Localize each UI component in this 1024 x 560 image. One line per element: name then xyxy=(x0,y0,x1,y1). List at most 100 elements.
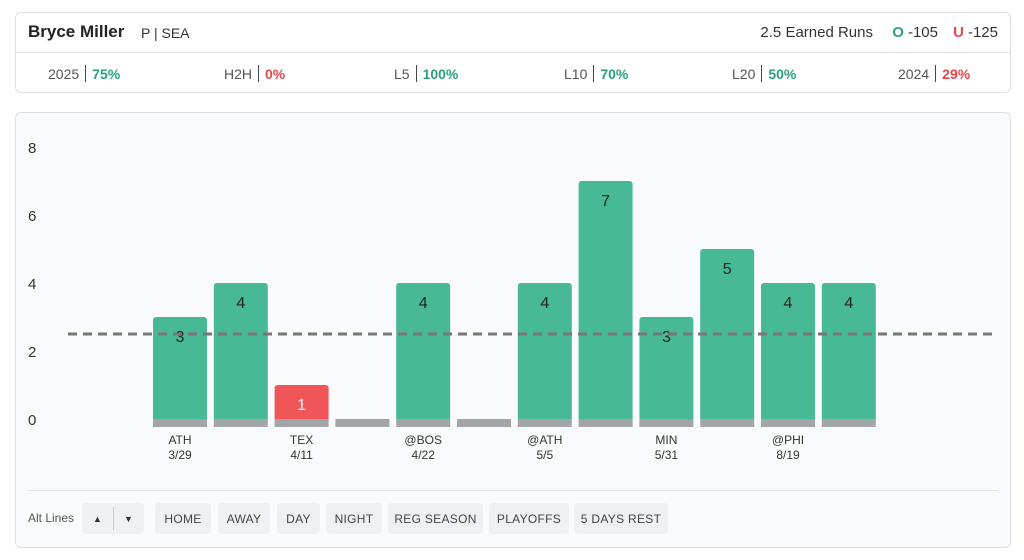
stat-label: 2025 xyxy=(48,66,80,82)
bar-value-label: 4 xyxy=(540,295,549,312)
game-bar[interactable] xyxy=(457,419,511,427)
filter-away-button[interactable]: AWAY xyxy=(218,503,270,534)
chevron-up-icon: ▲ xyxy=(93,513,102,524)
player-name: Bryce Miller xyxy=(28,22,125,41)
stat-l10: L10 70% xyxy=(564,65,628,82)
bar-base xyxy=(396,419,451,427)
bar-fill xyxy=(821,283,876,421)
stat-label: 2024 xyxy=(898,66,930,82)
alt-lines-label: Alt Lines xyxy=(28,511,75,525)
bar-fill xyxy=(639,317,694,421)
stat-h2h: H2H 0% xyxy=(224,65,285,82)
stat-separator xyxy=(258,65,260,82)
bar-fill xyxy=(153,317,207,421)
stat-value: 29% xyxy=(942,66,971,82)
bar-fill xyxy=(578,181,633,421)
y-tick-label: 2 xyxy=(28,344,36,361)
game-bar[interactable]: 5 xyxy=(700,249,755,427)
chart-divider xyxy=(28,490,998,491)
stat-separator xyxy=(593,65,595,82)
y-tick-label: 6 xyxy=(28,208,36,225)
bar-value-label: 4 xyxy=(784,295,793,312)
prop-line-label: 2.5 Earned Runs xyxy=(760,24,873,41)
game-bar[interactable] xyxy=(335,419,390,427)
bar-base xyxy=(639,419,694,427)
stat-separator xyxy=(935,65,937,82)
hit-rate-stats: 2025 75% H2H 0% L5 100% L10 70% L20 50% 2024 2… xyxy=(16,53,1010,93)
over-letter: O xyxy=(892,24,904,41)
game-bar[interactable]: 4 xyxy=(396,283,451,427)
bar-value-label: 1 xyxy=(297,397,306,414)
bar-value-label: 4 xyxy=(236,295,245,312)
game-bar[interactable]: 3 xyxy=(639,317,694,427)
alt-line-down-button[interactable]: ▼ xyxy=(113,503,144,534)
bar-value-label: 4 xyxy=(419,295,428,312)
stat-value: 70% xyxy=(600,66,629,82)
x-date-label: 5/5 xyxy=(536,448,553,462)
x-date-label: 5/31 xyxy=(655,448,679,462)
bar-base xyxy=(761,419,815,427)
game-bar[interactable]: 4 xyxy=(517,283,572,427)
stat-2025: 2025 75% xyxy=(48,65,120,82)
x-date-label: 8/19 xyxy=(776,448,800,462)
filter-reg-season-button[interactable]: REG SEASON xyxy=(388,503,483,534)
header-top-row: Bryce Miller P | SEA 2.5 Earned Runs O -1… xyxy=(16,13,1010,53)
filter-night-button[interactable]: NIGHT xyxy=(326,503,382,534)
filter-playoffs-button[interactable]: PLAYOFFS xyxy=(489,503,569,534)
x-opponent-label: TEX xyxy=(290,433,313,447)
game-bar[interactable]: 3 xyxy=(153,317,207,427)
stat-l20: L20 50% xyxy=(732,65,796,82)
bar-fill xyxy=(213,283,268,421)
game-log-chart-card: 0 2 4 6 8 3 ATH 3/29 4 1 TEX 4/11 4 @BOS 4/22 4 @ATH 5/5 7… xyxy=(15,112,1011,548)
bar-base xyxy=(213,419,268,427)
bar-base xyxy=(578,419,633,427)
stat-label: L5 xyxy=(394,66,410,82)
under-odds[interactable]: U -125 xyxy=(953,24,998,41)
stat-label: L10 xyxy=(564,66,588,82)
over-odds[interactable]: O -105 xyxy=(892,24,938,41)
stat-value: 0% xyxy=(265,66,286,82)
bar-base xyxy=(700,419,755,427)
bar-value-label: 3 xyxy=(176,329,185,346)
stat-separator xyxy=(415,65,417,82)
under-odds-value: -125 xyxy=(967,24,998,41)
chevron-down-icon: ▼ xyxy=(124,513,133,524)
bar-base xyxy=(517,419,572,427)
x-opponent-label: @BOS xyxy=(404,433,442,447)
y-tick-label: 0 xyxy=(28,412,36,429)
game-bar[interactable]: 7 xyxy=(578,181,633,427)
bar-base xyxy=(274,419,329,427)
bar-fill xyxy=(761,283,815,421)
x-date-label: 3/29 xyxy=(168,448,192,462)
game-bar[interactable]: 4 xyxy=(761,283,815,427)
game-bar[interactable]: 4 xyxy=(213,283,268,427)
stepper-divider xyxy=(113,507,114,530)
bar-fill xyxy=(700,249,755,421)
x-opponent-label: MIN xyxy=(655,433,677,447)
bar-fill xyxy=(274,385,329,421)
under-letter: U xyxy=(953,24,964,41)
bar-fill xyxy=(396,283,451,421)
y-tick-label: 8 xyxy=(28,140,36,157)
bar-base xyxy=(153,419,207,427)
bar-base xyxy=(457,419,511,427)
x-date-label: 4/22 xyxy=(412,448,436,462)
stat-2024: 2024 29% xyxy=(898,65,970,82)
game-bar[interactable]: 4 xyxy=(821,283,876,427)
alt-line-up-button[interactable]: ▲ xyxy=(82,503,113,534)
bar-value-label: 7 xyxy=(601,193,610,210)
stat-separator xyxy=(85,65,87,82)
stat-l5: L5 100% xyxy=(394,65,458,82)
game-bar[interactable]: 1 xyxy=(274,385,329,427)
bar-fill xyxy=(517,283,572,421)
stat-label: L20 xyxy=(732,66,756,82)
filter-home-button[interactable]: HOME xyxy=(155,503,211,534)
filter-day-button[interactable]: DAY xyxy=(277,503,320,534)
y-tick-label: 4 xyxy=(28,276,36,293)
alt-lines-stepper: ▲ ▼ xyxy=(82,503,144,534)
stat-value: 75% xyxy=(92,66,121,82)
player-prop-header: Bryce Miller P | SEA 2.5 Earned Runs O -1… xyxy=(15,12,1011,93)
filter-5-days-rest-button[interactable]: 5 DAYS REST xyxy=(574,503,668,534)
bar-base xyxy=(821,419,876,427)
